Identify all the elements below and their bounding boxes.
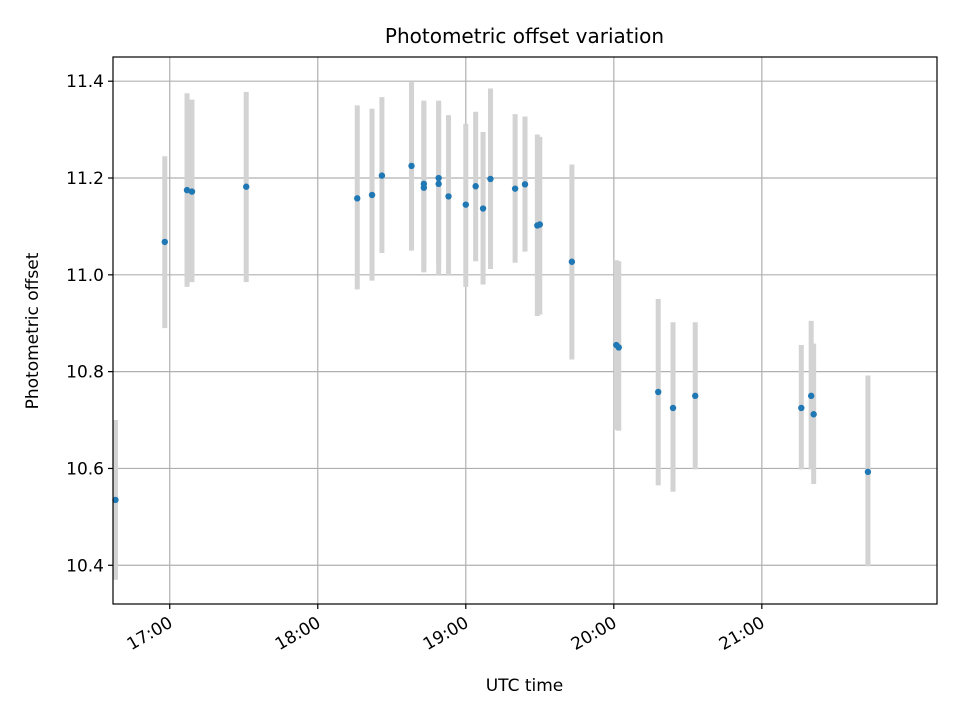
data-point — [435, 180, 442, 188]
data-point — [435, 174, 442, 182]
x-tick-label: 19:00 — [420, 613, 472, 655]
data-point — [615, 344, 622, 351]
y-tick-label: 10.8 — [66, 363, 104, 383]
data-point — [112, 496, 119, 504]
data-point — [462, 201, 469, 208]
data-point — [420, 180, 428, 188]
data-point — [188, 188, 196, 195]
data-point — [864, 468, 872, 476]
data-point — [183, 186, 191, 194]
y-tick-label: 11.2 — [66, 169, 104, 189]
data-point — [161, 238, 169, 246]
data-point — [692, 392, 699, 400]
y-tick-label: 10.6 — [66, 459, 104, 479]
x-tick-label: 18:00 — [272, 613, 324, 655]
y-tick-label: 11.0 — [66, 266, 104, 286]
data-point — [479, 205, 487, 212]
data-point — [243, 183, 250, 190]
data-point — [511, 185, 519, 192]
plot-area-frame — [112, 56, 938, 605]
x-tick-label: 17:00 — [124, 613, 176, 655]
y-axis-title: Photometric offset — [23, 252, 43, 409]
data-point — [408, 162, 415, 170]
ticks: 17:00 18:00 19:00 20:00 21:00 10.4 10.6 10.8 11.… — [66, 72, 768, 655]
data-point — [568, 258, 576, 265]
data-point — [810, 411, 817, 418]
chart-title: Photometric offset variation — [385, 24, 664, 48]
x-axis-title: UTC time — [486, 676, 564, 696]
data-point — [368, 191, 376, 199]
data-point — [536, 221, 544, 228]
data-point — [669, 404, 677, 412]
data-point — [378, 172, 386, 179]
y-tick-label: 10.4 — [66, 556, 104, 576]
y-tick-label: 11.4 — [66, 72, 104, 92]
data-point — [487, 175, 494, 183]
data-point — [521, 181, 529, 188]
data-point — [798, 404, 805, 412]
data-point — [655, 388, 662, 396]
data-point — [472, 183, 479, 190]
data-point — [445, 193, 452, 200]
data-point — [354, 195, 361, 202]
data-points — [112, 162, 872, 504]
error-bars — [112, 82, 871, 580]
data-point — [807, 392, 815, 400]
x-tick-label: 21:00 — [716, 613, 768, 655]
x-tick-label: 20:00 — [568, 613, 620, 655]
